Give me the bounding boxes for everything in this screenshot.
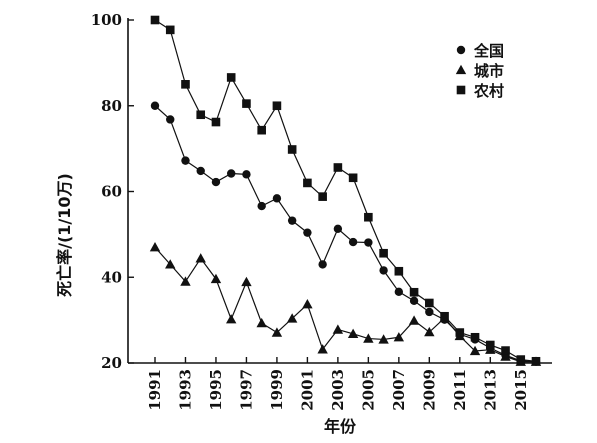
data-point-triangle (347, 328, 359, 339)
data-point-square (333, 163, 343, 172)
data-point-triangle (271, 327, 283, 337)
data-point-triangle (165, 259, 176, 269)
x-tick-label: 2013 (481, 369, 499, 411)
data-point-circle (242, 170, 251, 179)
y-tick-label: 80 (101, 97, 122, 115)
data-point-circle (211, 177, 221, 187)
data-point-triangle (149, 242, 161, 252)
data-point-triangle (363, 333, 374, 343)
data-point-square (150, 15, 160, 25)
data-point-square (470, 332, 480, 342)
data-point-square (257, 125, 266, 135)
data-point-square (485, 340, 495, 350)
legend-label: 城市 (474, 62, 504, 80)
data-point-triangle (424, 326, 435, 337)
data-point-circle (181, 156, 190, 165)
series-line-triangle (154, 246, 536, 363)
x-tick-label: 2007 (390, 369, 408, 411)
y-tick-label: 40 (101, 268, 122, 286)
data-point-square (226, 73, 236, 82)
data-point-triangle (286, 313, 298, 323)
y-tick-label: 20 (101, 354, 122, 372)
x-axis-title: 年份 (324, 417, 357, 436)
data-point-circle (348, 237, 358, 247)
data-point-square (409, 287, 419, 297)
data-point-triangle (302, 299, 313, 309)
series-markers (149, 15, 542, 366)
x-tick-label: 1993 (176, 369, 194, 411)
data-point-square (303, 178, 312, 188)
x-tick-label: 1991 (146, 369, 164, 411)
x-tick-label: 2015 (512, 369, 530, 411)
data-point-triangle (378, 334, 389, 344)
data-point-square (455, 328, 465, 337)
data-point-triangle (393, 332, 405, 342)
x-tick-label: 2011 (451, 369, 469, 411)
data-point-circle (287, 216, 297, 225)
x-tick-label: 2005 (359, 369, 377, 411)
y-tick-label: 100 (91, 11, 122, 29)
x-tick-label: 2003 (329, 369, 347, 411)
data-point-square (440, 311, 449, 321)
data-point-square (272, 101, 282, 111)
data-point-square (287, 145, 297, 154)
x-tick-label: 1995 (207, 369, 225, 411)
x-tick-label: 2001 (298, 369, 316, 411)
data-point-square (425, 298, 434, 308)
data-point-circle (166, 115, 175, 124)
data-point-square (379, 248, 388, 258)
data-point-circle (409, 296, 419, 306)
ticks: 20 40 60 80 100 1991 1993 1995 1997 1999 2001 2003 2… (91, 11, 530, 411)
data-point-circle (257, 201, 266, 211)
data-point-square (181, 80, 190, 89)
data-point-square (501, 346, 510, 355)
legend-marker-circle (456, 45, 466, 55)
data-point-circle (379, 266, 388, 275)
x-tick-label: 1997 (237, 369, 255, 411)
data-point-square (211, 117, 221, 127)
legend-marker-square (456, 85, 466, 95)
data-point-triangle (195, 253, 206, 263)
data-point-circle (303, 228, 312, 237)
data-point-square (531, 356, 541, 366)
data-point-circle (333, 224, 343, 234)
data-point-square (364, 212, 373, 222)
data-point-square (318, 192, 327, 201)
x-tick-label: 1999 (268, 369, 286, 411)
data-point-triangle (317, 344, 328, 354)
legend-label: 农村 (473, 82, 504, 100)
y-axis-title: 死亡率/(1/10万) (55, 173, 74, 297)
data-point-circle (227, 169, 236, 178)
axes (127, 18, 552, 364)
data-point-circle (196, 166, 205, 176)
data-point-triangle (500, 351, 511, 361)
data-point-square (242, 99, 251, 108)
data-point-circle (425, 307, 434, 317)
series-line-circle (154, 105, 537, 363)
data-point-triangle (241, 276, 252, 287)
data-point-square (348, 173, 358, 183)
data-point-square (165, 25, 175, 35)
data-point-triangle (180, 276, 191, 286)
legend-marker-triangle (455, 64, 467, 75)
legend-label: 全国 (473, 42, 504, 60)
data-point-square (394, 266, 404, 276)
data-point-triangle (332, 324, 344, 334)
data-point-triangle (226, 314, 237, 324)
data-point-circle (394, 287, 404, 297)
data-point-circle (272, 194, 282, 203)
data-point-triangle (408, 315, 420, 325)
data-point-circle (364, 238, 373, 247)
data-point-triangle (469, 345, 481, 356)
data-point-circle (318, 260, 327, 269)
y-tick-label: 60 (101, 183, 122, 201)
data-point-square (196, 110, 206, 120)
data-point-circle (150, 101, 160, 110)
data-point-square (516, 355, 526, 364)
data-point-triangle (256, 317, 267, 328)
x-tick-label: 2009 (420, 369, 438, 411)
data-point-triangle (210, 273, 222, 284)
